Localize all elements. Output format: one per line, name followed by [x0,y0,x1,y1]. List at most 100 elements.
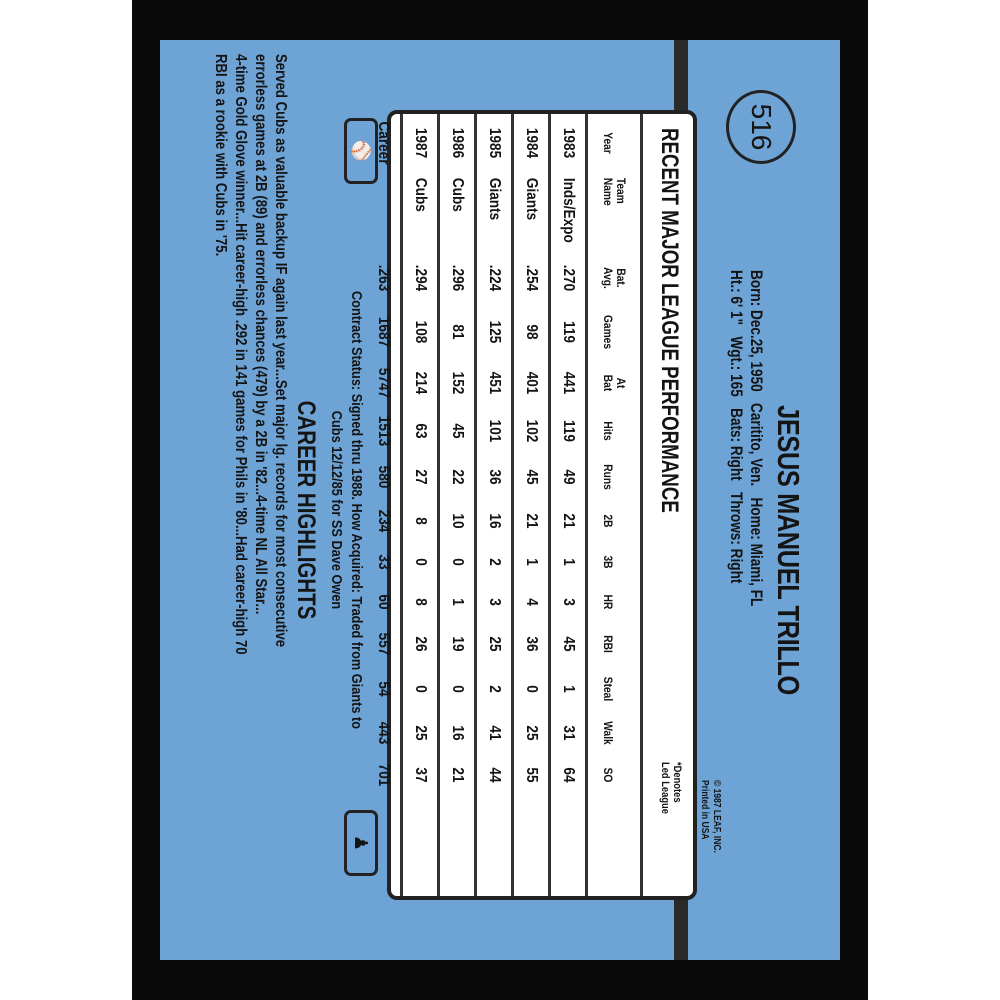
header-text: RBI [601,635,615,653]
copyright-line: © 1987 LEAF, INC. [711,780,722,853]
mlbpa-logo-icon: ♟ [344,810,378,876]
note-line: Led League [659,762,671,814]
header-text [614,545,627,579]
stat-cell: 45 [523,469,540,485]
baseball-card-back: 516 JESUS MANUEL TRILLO Born: Dec.25, 19… [160,40,840,960]
stat-cell: 0 [412,685,429,693]
contract-line-2: Cubs 12/12/85 for SS Dave Owen [328,410,345,610]
stat-cell: 44 [486,767,503,783]
stat-cell: .296 [449,264,466,292]
stats-title: RECENT MAJOR LEAGUE PERFORMANCE [656,128,683,513]
bio-line-2: Ht.: 6' 1" Wgt.: 165 Bats: Right Throws:… [727,270,746,584]
header-text: 2B [601,514,615,528]
stat-cell: 25 [412,725,429,741]
stat-cell: 49 [560,469,577,485]
stat-cell: 63 [412,423,429,439]
led-league-note: *Denotes Led League [659,762,683,814]
stats-row: 1983 Inds/Expo .270 119 441 119 49 21 1 3 45 1 31 64 [551,114,588,896]
highlight-line: Served Cubs as valuable backup IF again … [272,54,289,648]
column-header: 3B [601,545,627,579]
stat-cell: 8 [412,598,429,606]
column-header: At Bat [601,362,628,405]
stat-cell: 37 [412,767,429,783]
header-text: Year [601,132,615,154]
mlb-batter-logo-icon: ⚾ [344,118,378,184]
column-header: Bat. Avg. [601,254,628,302]
stat-cell: .263 [375,264,392,292]
column-header: Team Name [601,177,628,244]
stats-row: 1984 Giants .254 98 401 102 45 21 1 4 36 0 25 55 [514,114,551,896]
header-text: HR [601,594,615,610]
stats-row: Career .263 1687 5747 1513 580 234 33 60 557 54 443… [366,114,403,896]
stat-cell: .294 [412,264,429,292]
stat-cell: 16 [486,513,503,529]
header-text: Team [614,177,628,204]
header-text [614,757,627,793]
header-text: Name [601,177,615,206]
stats-box: RECENT MAJOR LEAGUE PERFORMANCE *Denotes… [366,110,697,900]
stat-cell: 4 [523,598,540,606]
stat-cell: 1987 [412,127,429,159]
column-header: Games [601,310,627,354]
stat-cell: 108 [412,320,429,344]
stat-cell: Cubs [412,177,429,212]
stats-table: Year Team Name Bat. Avg. Games At Bat Hits Run… [366,114,643,896]
stat-cell: 0 [449,685,466,693]
column-header: SO [601,757,627,793]
stat-cell: 25 [523,725,540,741]
column-header: Steal [601,669,627,708]
stat-cell: 102 [523,419,540,443]
column-header: Year [601,118,627,167]
column-header: Hits [601,411,627,450]
stat-cell: 401 [523,371,540,395]
stat-cell: .270 [560,264,577,292]
stat-cell: 21 [449,767,466,783]
header-text [614,411,627,450]
stats-row: 1986 Cubs .296 81 152 45 22 10 0 1 19 0 16 21 [440,114,477,896]
stat-cell: 119 [560,321,577,343]
player-name: JESUS MANUEL TRILLO [771,405,806,695]
stat-cell: 1983 [560,127,577,159]
header-text: Runs [601,464,615,490]
column-header: HR [601,585,627,619]
stat-cell: 0 [412,558,429,566]
stat-cell: 1984 [523,127,540,159]
stat-cell: 21 [523,513,540,529]
stat-cell: 26 [412,636,429,652]
stat-cell: 2 [486,685,503,693]
stat-cell: 19 [449,636,466,652]
stat-cell: 557 [375,632,392,656]
stat-cell: 3 [486,598,503,606]
stat-cell: 31 [560,725,577,741]
highlights-text: Served Cubs as valuable backup IF again … [210,54,290,802]
stat-cell: 45 [449,423,466,439]
stat-cell: 1 [560,558,577,566]
stat-cell: 152 [449,371,466,395]
stat-cell: 98 [523,324,540,340]
header-text [614,503,627,539]
stat-cell: .254 [523,264,540,292]
header-text [614,625,627,662]
highlight-line: 4-time Gold Glove winner...Hit career-hi… [232,54,249,655]
header-text: At [614,377,628,389]
note-line: *Denotes [671,762,683,803]
stat-cell: 701 [375,763,392,787]
stat-cell: 54 [375,681,392,697]
header-text: Walk [601,721,615,745]
header-text [614,118,627,167]
stats-header-row: Year Team Name Bat. Avg. Games At Bat Hits Run… [588,114,643,896]
stat-cell: 64 [560,767,577,783]
header-text: Hits [601,421,615,441]
stat-cell: 125 [486,320,503,344]
stat-cell: 2 [486,558,503,566]
highlights-title: CAREER HIGHLIGHTS [292,400,320,620]
stat-cell: Giants [486,177,503,221]
copyright: © 1987 LEAF, INC. Printed in USA [698,780,722,853]
stat-cell: 1 [560,685,577,693]
stat-cell: 214 [412,371,429,395]
stats-row: 1985 Giants .224 125 451 101 36 16 2 3 25 2 41 44 [477,114,514,896]
header-text [614,585,627,619]
contract-line-1: Contract Status: Signed thru 1988. How A… [348,290,365,730]
stat-cell: 1 [449,598,466,606]
stat-cell: Cubs [449,177,466,212]
